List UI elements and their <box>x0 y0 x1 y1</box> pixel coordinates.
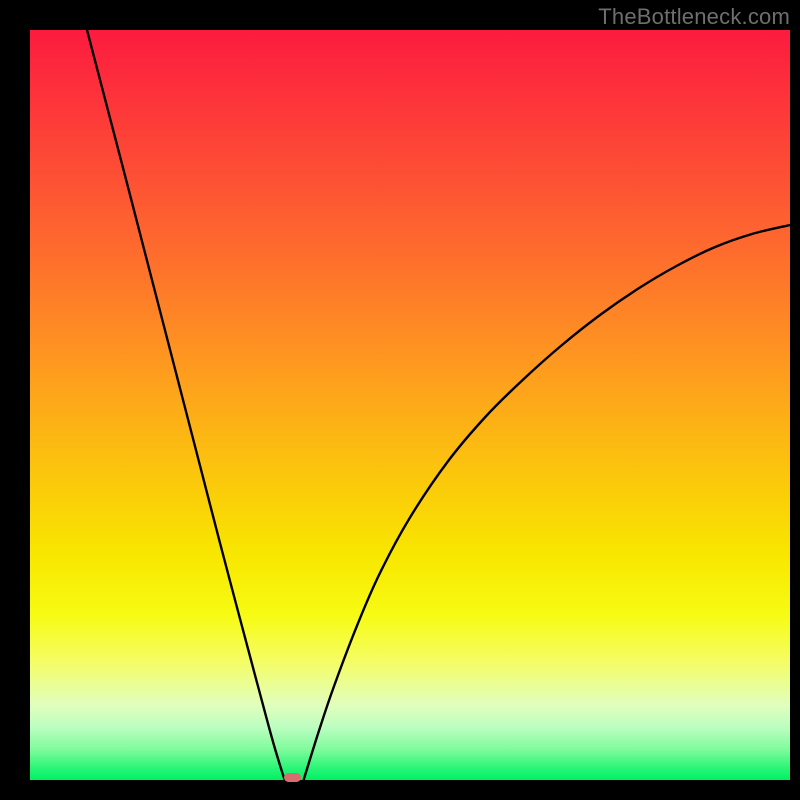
optimum-marker <box>284 773 301 782</box>
chart-svg <box>30 30 790 780</box>
chart-plot-area <box>30 30 790 780</box>
watermark-text: TheBottleneck.com <box>598 4 790 30</box>
